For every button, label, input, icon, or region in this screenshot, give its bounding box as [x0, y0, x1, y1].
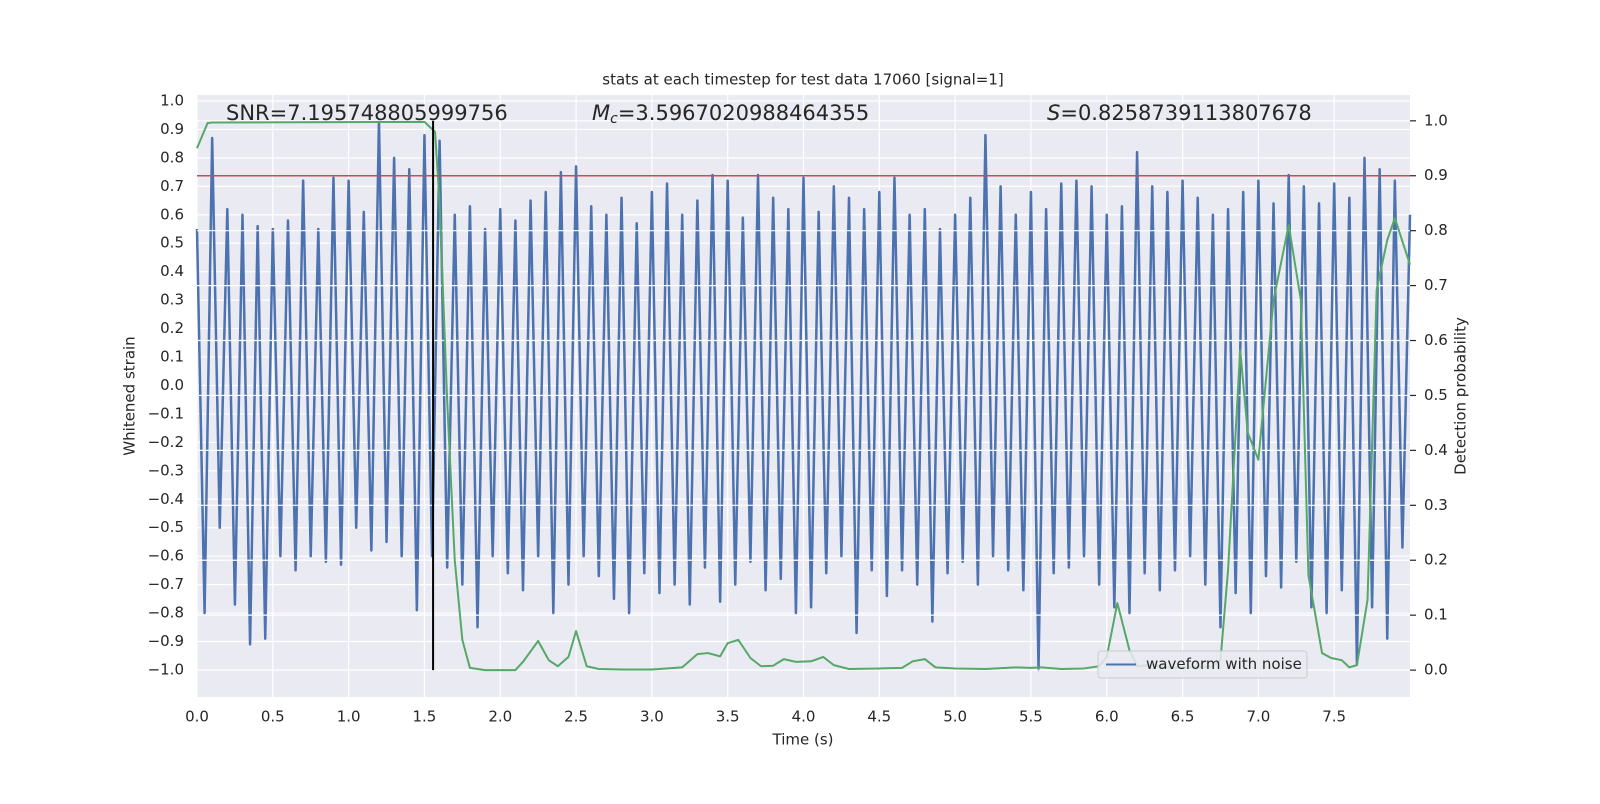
y-tick-label: −1.0	[148, 660, 184, 678]
y2-axis-label: Detection probability	[1452, 317, 1470, 475]
chart-title: stats at each timestep for test data 170…	[602, 71, 1003, 89]
series-line	[196, 120, 1411, 672]
y-tick-label: 0.8	[160, 148, 184, 166]
annotation-symbol: S	[1047, 101, 1060, 125]
y2-tick-label: 0.3	[1424, 496, 1448, 514]
y2-tick-label: 0.1	[1424, 606, 1448, 624]
y-tick-label: −0.3	[148, 461, 184, 479]
y2-tick-label: 0.2	[1424, 551, 1448, 569]
y-tick-label: 0.3	[160, 291, 184, 309]
x-tick-label: 6.5	[1171, 708, 1195, 726]
x-tick-label: 0.5	[261, 708, 285, 726]
x-tick-label: 6.0	[1095, 708, 1119, 726]
annotation-text: =0.8258739113807678	[1060, 101, 1311, 125]
y-tick-label: 0.7	[160, 177, 184, 195]
y2-tick-label: 0.4	[1424, 441, 1448, 459]
x-tick-label: 1.0	[337, 708, 361, 726]
y-tick-label: 0.5	[160, 234, 184, 252]
y-tick-label: −0.1	[148, 404, 184, 422]
y2-tick-label: 0.9	[1424, 166, 1448, 184]
x-tick-label: 3.0	[640, 708, 664, 726]
y-tick-label: 0.6	[160, 205, 184, 223]
legend-box	[1097, 650, 1308, 679]
y-tick-label: −0.8	[148, 604, 184, 622]
y-tick-label: 0.0	[160, 376, 184, 394]
y-tick-label: 1.0	[160, 91, 184, 109]
legend-label: waveform with noise	[1146, 655, 1302, 673]
annotation-text: =3.5967020988464355	[618, 101, 869, 125]
x-tick-label: 1.5	[413, 708, 437, 726]
y2-tick-label: 0.7	[1424, 276, 1448, 294]
y2-tick-label: 0.6	[1424, 331, 1448, 349]
y2-tick-label: 0.0	[1424, 661, 1448, 679]
x-tick-label: 2.5	[564, 708, 588, 726]
x-tick-label: 2.0	[488, 708, 512, 726]
y2-tick-label: 1.0	[1424, 111, 1448, 129]
y-tick-label: −0.7	[148, 575, 184, 593]
y-tick-label: 0.1	[160, 348, 184, 366]
y-tick-label: 0.9	[160, 120, 184, 138]
x-tick-label: 3.5	[716, 708, 740, 726]
x-tick-label: 7.0	[1246, 708, 1270, 726]
x-tick-label: 5.5	[1019, 708, 1043, 726]
x-tick-label: 7.5	[1322, 708, 1346, 726]
y-tick-label: −0.2	[148, 433, 184, 451]
y-tick-label: −0.9	[148, 632, 184, 650]
y-tick-label: −0.5	[148, 518, 184, 536]
x-tick-label: 4.0	[792, 708, 816, 726]
y-tick-label: −0.4	[148, 490, 184, 508]
y-tick-label: 0.2	[160, 319, 184, 337]
x-tick-label: 4.5	[867, 708, 891, 726]
y2-tick-label: 0.8	[1424, 221, 1448, 239]
annotation: Mc=3.5967020988464355	[592, 101, 869, 127]
y2-tick-label: 0.5	[1424, 386, 1448, 404]
y-axis-label: Whitened strain	[121, 336, 139, 455]
y-tick-label: 0.4	[160, 262, 184, 280]
annotation: SNR=7.195748805999756	[226, 101, 508, 125]
x-tick-label: 0.0	[185, 708, 209, 726]
annotation: S=0.8258739113807678	[1047, 101, 1312, 125]
x-axis-label: Time (s)	[772, 731, 834, 749]
y-tick-label: −0.6	[148, 547, 184, 565]
series-line	[195, 119, 1412, 672]
annotation-subscript: c	[610, 111, 618, 127]
x-tick-label: 5.0	[943, 708, 967, 726]
annotation-symbol: M	[592, 101, 610, 125]
